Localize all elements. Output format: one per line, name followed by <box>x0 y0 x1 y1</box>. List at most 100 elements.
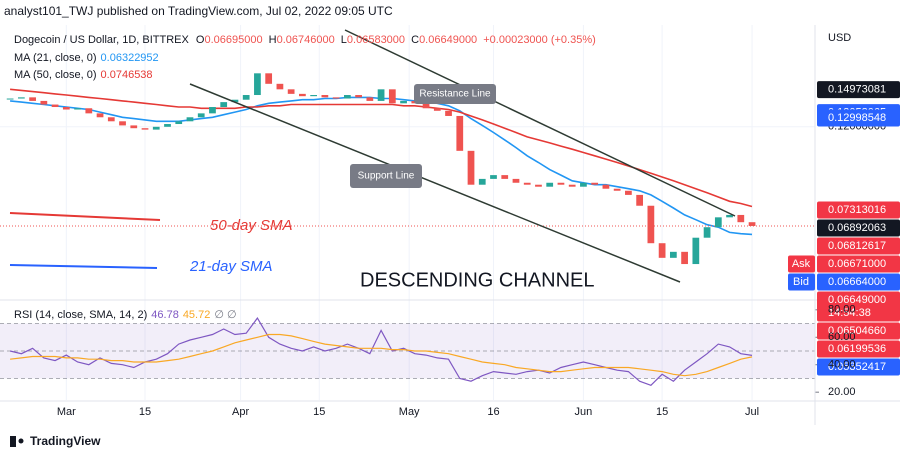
candle <box>546 182 554 187</box>
candle <box>276 83 284 90</box>
candle <box>197 113 205 118</box>
candle <box>321 95 329 98</box>
candle <box>119 121 126 126</box>
candle <box>310 95 318 97</box>
candle <box>523 182 531 185</box>
ohlc-value: 0.06583000 <box>347 34 405 46</box>
marks-layer <box>6 73 756 265</box>
candle <box>6 98 14 100</box>
support-label: Support Line <box>358 171 415 182</box>
publish-header: analyst101_TWJ published on TradingView.… <box>4 4 393 18</box>
price-tag <box>817 340 900 358</box>
candle <box>433 108 441 111</box>
y-tick-label: 40.00 <box>828 359 856 371</box>
candle <box>400 100 407 104</box>
price-tag <box>817 201 900 219</box>
candle <box>141 128 149 130</box>
ohlc-value: 0.06746000 <box>277 34 335 46</box>
x-tick-label: 15 <box>313 406 325 418</box>
price-tag <box>817 219 900 237</box>
rsi-extra: ∅ ∅ <box>214 309 236 321</box>
price-tag-label: 0.07313016 <box>828 204 886 216</box>
candle <box>287 89 295 94</box>
candle <box>737 214 745 223</box>
price-tag-label: 0.06892063 <box>828 222 886 234</box>
ma21-value: 0.06322952 <box>101 52 159 64</box>
side-tag <box>788 255 815 273</box>
price-tag <box>817 358 900 376</box>
price-tag-label: 0.05352417 <box>828 361 886 373</box>
candle <box>580 182 587 187</box>
sma21-key-line <box>9 264 158 269</box>
candle <box>625 190 632 195</box>
currency: USD <box>828 32 851 44</box>
ohlc-label: L <box>341 34 347 46</box>
candle <box>164 124 171 127</box>
candle <box>231 99 239 103</box>
ohlc-label: O <box>196 34 205 46</box>
candle <box>29 97 36 101</box>
resistance-callout <box>414 84 496 104</box>
candle <box>130 125 138 129</box>
candle <box>501 175 509 179</box>
candle <box>332 97 340 99</box>
candle <box>669 251 677 258</box>
candle <box>220 102 228 108</box>
sma50-label: 50-day SMA <box>210 217 293 234</box>
candle <box>254 73 261 96</box>
candle <box>467 150 475 185</box>
logo-mark <box>10 436 16 447</box>
x-tick-label: Mar <box>57 406 76 418</box>
candle <box>681 251 688 265</box>
candle <box>377 89 385 101</box>
candle <box>74 108 81 110</box>
price-tag-label: 0.06649000 <box>828 294 886 306</box>
candle <box>265 73 273 84</box>
candle <box>85 108 93 114</box>
candle <box>242 95 250 100</box>
ohlc-value: 0.06695000 <box>204 34 262 46</box>
price-tag-label: 0.14973081 <box>828 84 886 96</box>
candle <box>107 117 115 122</box>
candle <box>557 182 565 185</box>
sma50-key-line <box>9 212 161 221</box>
candle <box>355 95 362 98</box>
candle <box>152 126 160 130</box>
price-tag <box>817 255 900 273</box>
price-tag <box>817 237 900 255</box>
legend-main: Dogecoin / US Dollar, 1D, BITTREX O0.066… <box>14 34 596 46</box>
legend-ma50: MA (50, close, 0) 0.0746538 <box>14 69 153 81</box>
ma50-value: 0.0746538 <box>101 69 153 81</box>
candle <box>636 194 644 206</box>
candle <box>478 178 486 185</box>
series-line <box>10 88 753 208</box>
footer-brand: TradingView <box>30 434 101 448</box>
price-tag-label: 0.06671000 <box>828 258 886 270</box>
candle <box>388 89 396 104</box>
y-tick-label: 60.00 <box>828 331 856 343</box>
side-tag <box>788 273 815 291</box>
ohlc-label: C <box>411 34 419 46</box>
rsi-value: 46.78 <box>151 309 179 321</box>
ohlc-label: H <box>269 34 277 46</box>
candle <box>343 95 351 99</box>
candle <box>602 184 610 189</box>
candle <box>535 184 542 187</box>
y-tick-label: 80.00 <box>828 304 856 316</box>
price-tag <box>817 109 900 127</box>
candle <box>40 100 48 105</box>
sma21-label: 21-day SMA <box>189 258 273 275</box>
ma21-name: MA (21, close, 0) <box>14 52 97 64</box>
candle <box>568 184 576 187</box>
y-tick-label: 20.00 <box>828 386 856 398</box>
candle <box>613 188 621 191</box>
candle <box>51 104 59 108</box>
support-callout <box>350 164 422 188</box>
legend-ma21: MA (21, close, 0) 0.06322952 <box>14 52 159 64</box>
x-tick-label: May <box>399 406 420 418</box>
candle <box>512 178 520 183</box>
price-tag <box>817 81 900 99</box>
candle <box>658 243 666 258</box>
